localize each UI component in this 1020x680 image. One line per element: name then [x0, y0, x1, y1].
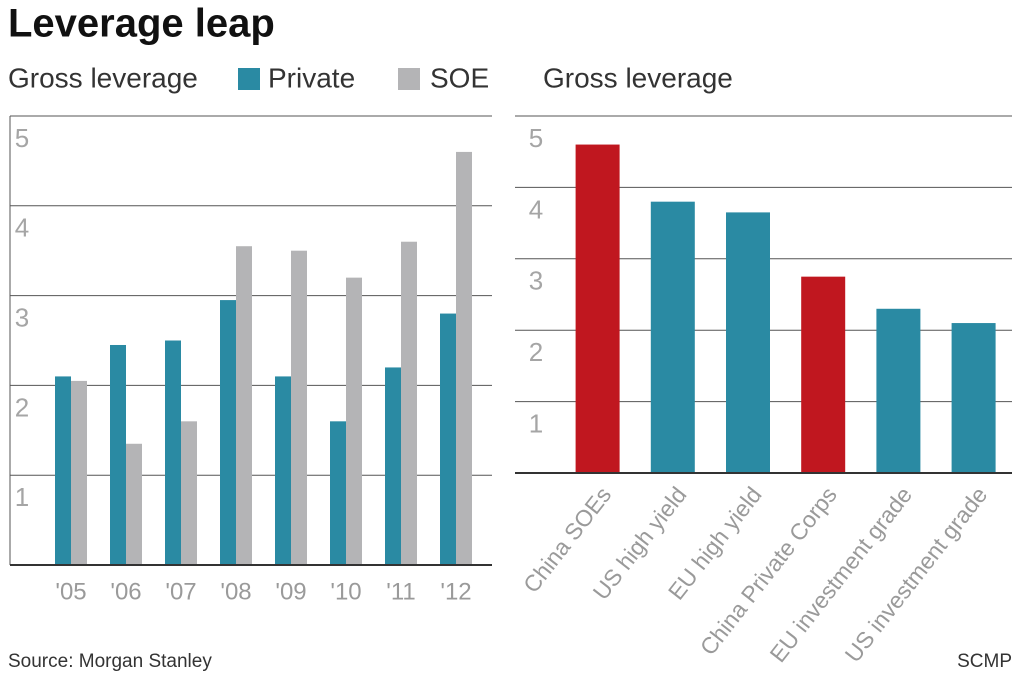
- y-tick-label: 3: [529, 266, 543, 296]
- bar: [110, 344, 126, 565]
- bar: [726, 212, 770, 473]
- bar: [575, 144, 620, 473]
- bar: [401, 241, 417, 565]
- bar: [291, 250, 307, 565]
- x-tick-label: '06: [110, 578, 141, 605]
- chart-subtitle: Gross leverage: [8, 62, 198, 93]
- y-tick-label: 3: [15, 302, 29, 332]
- y-tick-label: 1: [529, 408, 543, 438]
- bar: [801, 276, 846, 473]
- bar: [951, 323, 996, 473]
- x-tick-label: '07: [165, 578, 196, 605]
- bar: [71, 380, 87, 565]
- bar: [876, 308, 921, 473]
- credit: SCMP: [957, 651, 1012, 672]
- source: Source: Morgan Stanley: [8, 651, 212, 672]
- x-tick-label: '11: [386, 578, 416, 605]
- y-tick-label: 5: [15, 123, 29, 153]
- y-tick-label: 2: [15, 392, 29, 422]
- bar: [55, 376, 71, 565]
- bar: [385, 367, 401, 565]
- legend-label: Private: [268, 62, 355, 93]
- bar: [165, 340, 181, 565]
- legend-swatch: [238, 68, 260, 90]
- bar: [275, 376, 291, 565]
- y-tick-label: 2: [529, 337, 543, 367]
- y-tick-label: 4: [529, 194, 543, 224]
- bar: [126, 443, 142, 565]
- legend-swatch: [398, 68, 420, 90]
- bar: [456, 151, 472, 566]
- bar: [330, 421, 346, 565]
- x-tick-label: '08: [220, 578, 251, 605]
- bar: [650, 201, 695, 473]
- x-tick-label: '05: [55, 578, 86, 605]
- bar: [346, 277, 362, 565]
- y-tick-label: 4: [15, 213, 29, 243]
- bar: [236, 246, 252, 565]
- x-tick-label: '10: [330, 578, 361, 605]
- y-tick-label: 5: [529, 123, 543, 153]
- bar: [181, 421, 197, 565]
- chart-subtitle: Gross leverage: [543, 62, 733, 93]
- bar: [440, 313, 456, 565]
- title: Leverage leap: [8, 2, 275, 46]
- bar: [220, 300, 236, 565]
- legend-label: SOE: [430, 62, 489, 93]
- y-tick-label: 1: [15, 482, 29, 512]
- x-tick-label: '09: [275, 578, 306, 605]
- x-tick-label: '12: [440, 578, 471, 605]
